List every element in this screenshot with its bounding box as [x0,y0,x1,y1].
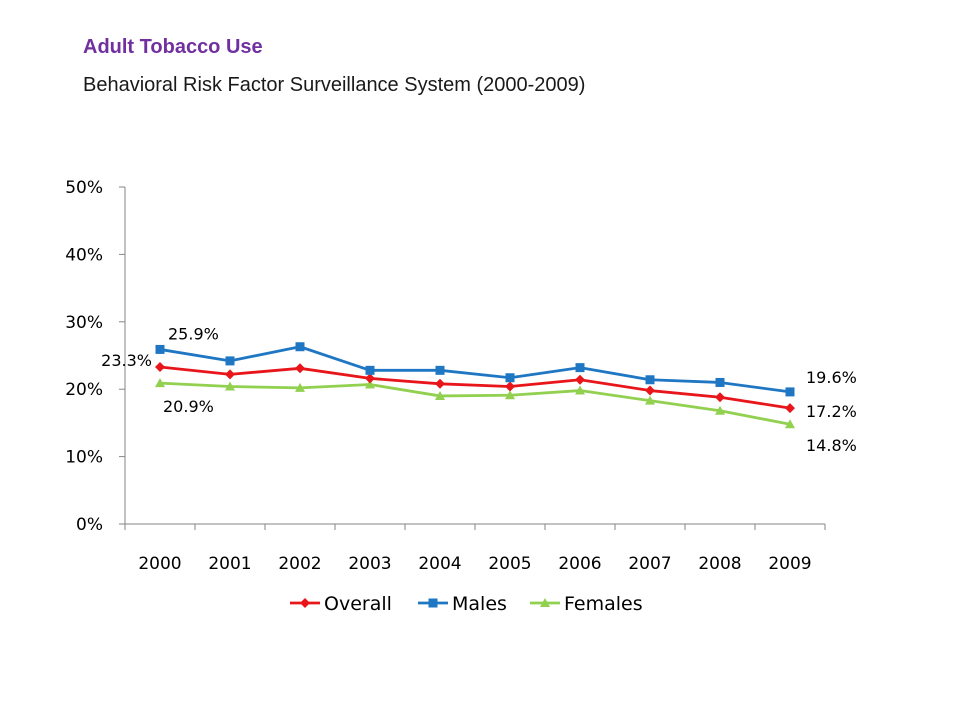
data-label: 23.3% [101,351,152,370]
x-tick-label: 2000 [138,554,181,574]
data-point-males [365,365,375,375]
x-tick-label: 2002 [278,554,321,574]
data-label: 17.2% [806,402,857,421]
data-point-overall [505,381,515,392]
data-point-overall [155,361,165,372]
data-point-females [645,395,655,405]
data-point-males [435,365,445,375]
legend-marker-females [540,598,550,607]
chart-title: Adult Tobacco Use [83,36,263,58]
data-point-males [155,344,165,354]
data-point-overall [645,385,655,396]
data-point-females [225,381,235,391]
data-label: 19.6% [806,368,857,387]
data-point-overall [575,374,585,385]
legend-label-males: Males [452,593,507,615]
legend-label-females: Females [564,593,643,615]
data-point-females [575,385,585,395]
data-point-females [295,382,305,392]
data-label: 14.8% [806,436,857,455]
legend-marker-males [428,598,438,608]
data-point-males [715,377,725,387]
x-tick-label: 2009 [768,554,811,574]
legend-marker-overall [300,598,310,608]
data-point-males [645,375,655,385]
y-tick-label: 10% [65,448,103,468]
data-point-males [575,363,585,373]
y-tick-label: 20% [65,380,103,400]
x-tick-label: 2008 [698,554,741,574]
data-point-overall [715,392,725,403]
y-tick-label: 0% [76,515,103,535]
data-point-overall [785,403,795,414]
x-tick-label: 2001 [208,554,251,574]
x-tick-label: 2003 [348,554,391,574]
data-label: 20.9% [163,397,214,416]
data-point-males [505,373,515,383]
y-tick-label: 40% [65,245,103,265]
data-point-males [295,342,305,352]
x-tick-label: 2007 [628,554,671,574]
data-point-females [505,390,515,400]
x-tick-label: 2004 [418,554,461,574]
series-line-males [159,345,791,394]
x-tick-label: 2005 [488,554,531,574]
data-point-females [785,419,795,429]
data-point-overall [295,363,305,374]
data-point-females [365,379,375,389]
data-point-females [435,390,445,400]
chart-subtitle: Behavioral Risk Factor Surveillance Syst… [83,74,586,96]
data-point-overall [435,378,445,389]
x-tick-label: 2006 [558,554,601,574]
y-tick-label: 30% [65,313,103,333]
series-line-overall [159,365,791,410]
y-tick-label: 50% [65,178,103,198]
data-label: 25.9% [168,324,219,343]
data-point-overall [225,369,235,380]
series-line-females [159,381,791,426]
data-point-females [155,378,165,388]
data-point-overall [365,373,375,384]
data-point-females [715,405,725,415]
data-point-males [225,356,235,366]
legend-label-overall: Overall [324,593,392,615]
data-point-males [785,387,795,397]
